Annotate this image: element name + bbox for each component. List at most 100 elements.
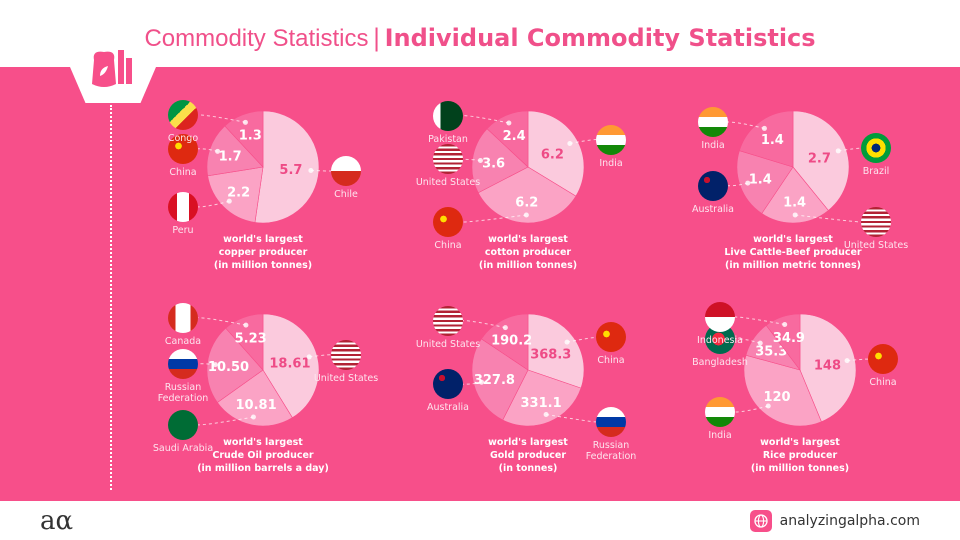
country-label: United States — [415, 338, 481, 350]
pie-slice-india — [739, 110, 794, 168]
flag-united-states-icon — [861, 207, 891, 237]
pie-slice-saudi-arabia — [216, 369, 293, 427]
leader-line — [462, 214, 527, 223]
slice-value-label: 148 — [814, 359, 841, 374]
leader-line — [197, 148, 218, 152]
pie-chart-3: 2.7 1.4 1.4 1.4 — [727, 110, 862, 224]
leader-line — [734, 405, 769, 413]
slice-value-label: 2.4 — [503, 129, 526, 144]
flag-chile-icon — [331, 156, 361, 187]
caption-line: Rice producer — [762, 450, 838, 461]
globe-icon — [749, 510, 772, 532]
slice-value-label: 1.3 — [239, 129, 262, 144]
country-label: Chile — [334, 189, 358, 201]
title-light: Commodity Statistics — [144, 25, 369, 52]
caption-line: Crude Oil producer — [212, 450, 314, 461]
chart-caption: world's largest Crude Oil producer (in mil… — [163, 436, 363, 475]
flag-united-states-icon — [331, 339, 361, 370]
flag-china-icon — [168, 133, 198, 164]
country-label: China — [869, 377, 897, 389]
leader-line — [462, 381, 482, 385]
flag-brazil-icon — [861, 133, 891, 164]
pie-slice-brazil — [792, 110, 850, 211]
pie-slice-china — [799, 313, 857, 423]
pie-slice-united-states — [262, 313, 320, 419]
chart-caption: world's largest copper producer (in millio… — [163, 233, 363, 272]
caption-line: Gold producer — [489, 450, 567, 461]
leader-line — [197, 416, 254, 426]
flag-india-icon — [698, 106, 728, 137]
country-label: India — [599, 157, 623, 169]
pie-chart-4: 18.61 10.81 10.50 5.23 — [197, 313, 332, 427]
flag-russian-federation-icon — [596, 406, 626, 437]
country-label: India — [708, 430, 732, 441]
leader-line — [197, 363, 216, 366]
flag-china-icon — [596, 322, 626, 353]
flag-peru-icon — [168, 191, 198, 222]
leader-line — [197, 114, 246, 123]
flag-india-icon — [596, 124, 626, 155]
pie-slice-peru — [207, 166, 264, 223]
chart-caption: world's largest Live Cattle-Beef producer… — [693, 233, 893, 272]
leader-line — [309, 354, 332, 358]
flag-pakistan-icon — [433, 100, 463, 131]
country-label: Russian Federation — [585, 439, 637, 462]
slice-value-label: 368.3 — [530, 348, 571, 363]
pie-slice-china — [477, 166, 577, 224]
leader-line — [727, 182, 748, 187]
pie-chart-2: 6.2 6.2 3.6 2.4 — [462, 110, 597, 224]
slice-value-label: 6.2 — [541, 147, 564, 162]
country-label: United States — [415, 177, 481, 189]
pie-slice-indonesia — [765, 313, 801, 371]
country-label: Saudi Arabia — [152, 442, 214, 454]
title-separator: | — [372, 24, 381, 52]
slice-value-label: 1.7 — [219, 150, 242, 165]
chart-caption: world's largest Gold producer (in tonnes) — [428, 436, 628, 475]
slice-value-label: 190.2 — [491, 333, 532, 348]
pie-slice-canada — [225, 313, 264, 371]
flag-china-icon — [868, 344, 898, 375]
site-link[interactable]: analyzingalpha.com — [749, 510, 920, 532]
slice-value-label: 10.81 — [236, 398, 277, 413]
flag-australia-icon — [698, 170, 728, 201]
pie-chart-1: 5.7 2.2 1.7 1.3 — [197, 110, 332, 224]
pie-slice-united-states — [761, 166, 829, 224]
pie-slice-australia — [736, 150, 794, 214]
pie-slice-china — [206, 125, 264, 177]
country-label: Australia — [691, 203, 735, 215]
leader-line — [462, 115, 509, 124]
slice-value-label: 35.3 — [755, 345, 787, 360]
slice-value-label: 327.8 — [474, 373, 515, 388]
leader-dot — [761, 125, 767, 131]
pie-slice-australia — [471, 338, 529, 421]
slice-value-label: 331.1 — [521, 396, 562, 411]
caption-line: world's largest — [223, 437, 303, 448]
pie-slice-china — [527, 313, 585, 389]
leader-line — [838, 147, 862, 152]
flag-congo-icon — [168, 99, 198, 130]
site-url: analyzingalpha.com — [779, 513, 920, 529]
leader-line — [310, 169, 332, 172]
pie-slice-india — [743, 354, 822, 427]
chart-caption: world's largest cotton producer (in millio… — [428, 233, 628, 272]
pie-chart-5: 368.3 331.1 327.8 190.2 — [462, 313, 597, 427]
caption-line: world's largest — [753, 234, 833, 245]
slice-value-label: 2.2 — [227, 186, 250, 201]
leader-line — [734, 316, 785, 325]
slice-value-label: 18.61 — [269, 356, 310, 371]
leader-line — [847, 358, 869, 362]
flag-china-icon — [433, 207, 463, 237]
caption-line: Live Cattle-Beef producer — [724, 247, 862, 258]
slice-value-label: 10.50 — [208, 360, 249, 375]
commodity-sack-icon — [92, 50, 132, 87]
chart-caption: world's largest Rice producer (in million … — [700, 436, 900, 475]
caption-line: (in million tonnes) — [213, 260, 313, 271]
country-label: Brazil — [862, 166, 890, 178]
leader-line — [566, 336, 597, 343]
brand-logo: aα — [40, 506, 74, 536]
slice-value-label: 2.7 — [808, 152, 831, 167]
leader-line — [569, 139, 597, 144]
slice-value-label: 34.9 — [773, 331, 805, 346]
caption-line: world's largest — [488, 437, 568, 448]
caption-line: (in tonnes) — [498, 463, 558, 474]
